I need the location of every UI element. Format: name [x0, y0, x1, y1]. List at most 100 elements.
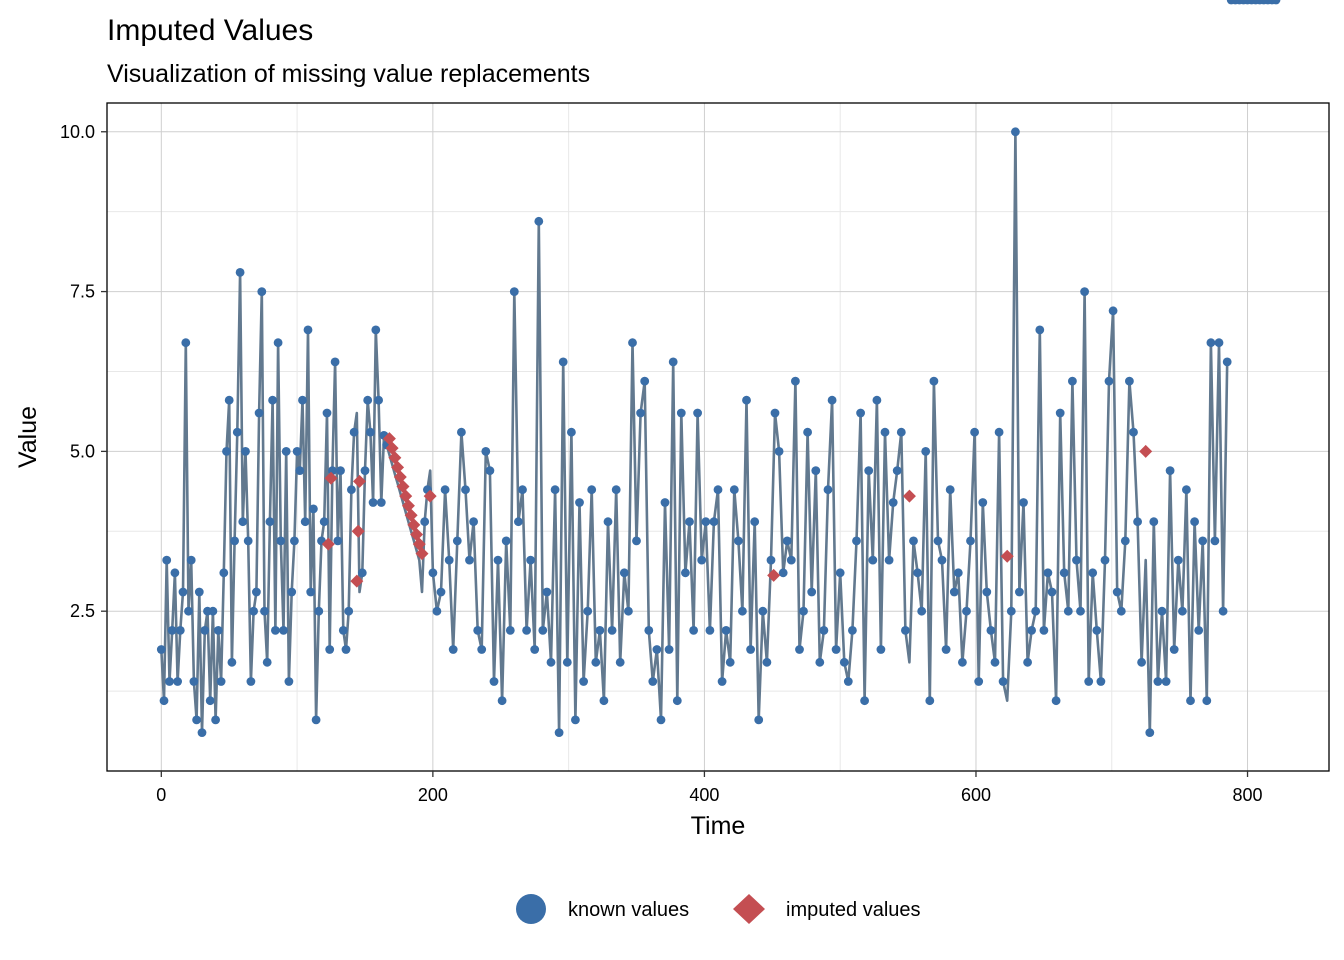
known-point	[1145, 728, 1155, 737]
known-point	[933, 536, 943, 546]
known-point	[349, 427, 359, 437]
known-point	[762, 657, 772, 667]
known-point	[799, 606, 808, 616]
known-point	[465, 555, 474, 565]
known-point	[868, 555, 878, 565]
known-point	[170, 568, 180, 578]
known-point	[1182, 485, 1191, 495]
known-point	[628, 338, 637, 348]
known-point	[273, 338, 283, 348]
known-point	[811, 466, 821, 475]
imputed-point	[399, 489, 413, 503]
known-point	[1161, 677, 1171, 686]
known-point	[1178, 606, 1187, 616]
known-point	[958, 657, 967, 667]
known-point	[901, 626, 910, 635]
known-point	[178, 587, 188, 597]
known-point	[676, 408, 686, 418]
known-point	[591, 657, 601, 667]
known-point	[896, 427, 906, 437]
known-point	[656, 715, 666, 725]
known-point	[754, 715, 764, 725]
known-point	[1218, 606, 1228, 616]
known-point	[162, 555, 172, 565]
known-point	[156, 645, 166, 654]
known-point	[485, 466, 495, 475]
known-point	[530, 645, 540, 654]
known-point	[994, 427, 1004, 437]
imputed-point	[767, 568, 781, 582]
known-point	[982, 587, 992, 597]
known-point	[216, 677, 226, 686]
series-line-path	[160, 130, 1229, 734]
known-point	[624, 606, 633, 616]
imputed-point	[351, 524, 365, 538]
known-point	[990, 657, 1000, 667]
known-point	[949, 587, 959, 597]
known-point	[986, 626, 996, 635]
known-point	[1169, 645, 1179, 654]
known-point	[742, 395, 751, 405]
known-point	[526, 555, 535, 565]
known-point	[514, 517, 523, 527]
known-point	[336, 466, 345, 475]
known-point	[222, 447, 231, 456]
known-point	[497, 696, 507, 706]
imputed-point	[902, 489, 916, 503]
known-point	[1043, 568, 1053, 578]
known-point	[360, 466, 370, 475]
y-tick-label: 5.0	[70, 441, 95, 461]
known-point	[1116, 606, 1126, 616]
known-point	[189, 677, 199, 686]
known-point	[200, 626, 210, 635]
known-point	[319, 517, 329, 527]
known-point	[538, 626, 548, 635]
known-point	[322, 408, 332, 418]
known-point	[725, 657, 735, 667]
known-point	[268, 395, 277, 405]
known-point	[1194, 626, 1204, 635]
known-point	[713, 485, 723, 495]
known-point	[1011, 127, 1020, 137]
known-point	[595, 626, 605, 635]
known-point	[583, 606, 593, 616]
known-point	[197, 728, 207, 737]
plot-panel-border	[106, 102, 1330, 772]
known-point	[1051, 696, 1061, 706]
known-point	[232, 427, 242, 437]
known-point	[562, 657, 572, 667]
imputed-point	[404, 508, 418, 522]
known-point	[252, 587, 261, 597]
known-point	[298, 395, 307, 405]
known-point	[249, 606, 258, 616]
known-point	[284, 677, 294, 686]
known-point	[1157, 606, 1167, 616]
known-point	[685, 517, 694, 527]
known-point	[864, 466, 874, 475]
known-point	[1210, 536, 1220, 546]
known-point	[205, 696, 215, 706]
known-point	[579, 677, 588, 686]
known-point	[839, 657, 849, 667]
known-point	[599, 696, 609, 706]
known-point	[1006, 606, 1016, 616]
known-point	[738, 606, 747, 616]
known-point	[344, 606, 354, 616]
known-point	[192, 715, 202, 725]
known-point	[945, 485, 955, 495]
known-point	[376, 498, 386, 507]
known-point	[782, 536, 792, 546]
known-point	[314, 606, 324, 616]
known-point	[615, 657, 625, 667]
known-point	[159, 696, 169, 706]
known-point	[357, 568, 367, 578]
known-point	[1271, 0, 1281, 5]
known-point	[664, 645, 674, 654]
known-point	[648, 677, 658, 686]
known-point	[461, 485, 470, 495]
known-point	[420, 517, 430, 527]
known-point	[493, 555, 503, 565]
imputed-point	[415, 547, 429, 561]
known-point	[717, 677, 727, 686]
known-point	[281, 447, 291, 456]
